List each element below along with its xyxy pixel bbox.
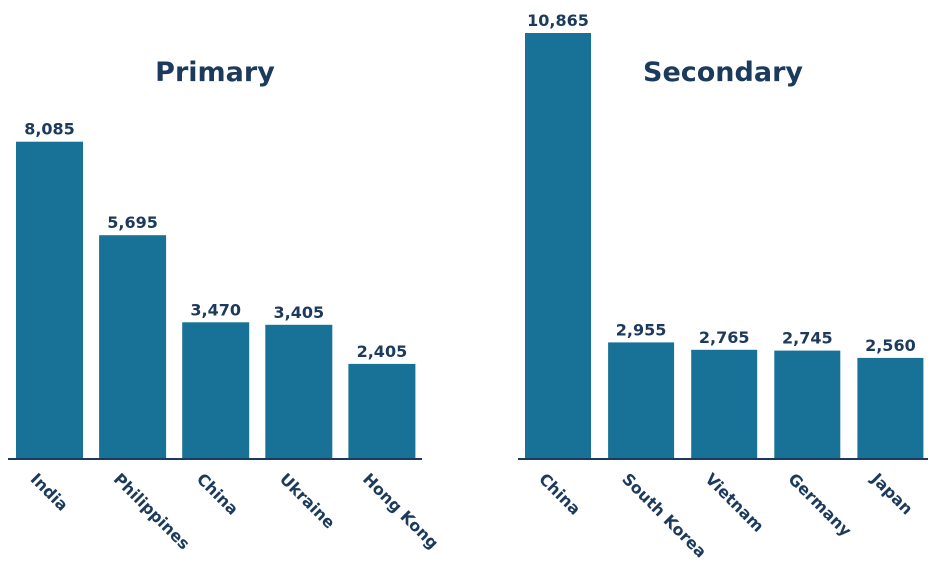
bar: [691, 349, 758, 458]
bar: [608, 342, 675, 458]
data-label: 2,405: [357, 342, 408, 361]
data-label: 3,470: [190, 300, 241, 319]
bar: [182, 322, 250, 458]
x-tick-label: China: [535, 469, 584, 518]
data-label: 2,560: [865, 336, 916, 355]
secondary-chart-panel: Secondary 10,865 China 2,955 South Korea 2,7…: [518, 11, 928, 561]
chart-title: Primary: [155, 57, 275, 88]
x-tick-label: Japan: [867, 469, 917, 519]
chart-title: Secondary: [643, 57, 803, 88]
data-label: 2,745: [782, 329, 833, 348]
bar: [525, 33, 591, 458]
x-tick-label: Germany: [784, 469, 855, 540]
data-label: 8,085: [24, 120, 75, 139]
data-label: 3,405: [273, 303, 324, 322]
x-tick-label: India: [27, 469, 72, 514]
bar: [774, 350, 841, 458]
x-tick-label: Philippines: [110, 469, 194, 553]
data-label: 10,865: [527, 11, 589, 30]
data-label: 5,695: [107, 213, 158, 232]
bar: [348, 363, 416, 458]
bar: [265, 324, 333, 458]
x-tick-label: South Korea: [618, 469, 710, 561]
bar: [857, 357, 924, 458]
primary-chart-panel: Primary 8,085 India 5,695 Philippines 3,470 C…: [8, 57, 442, 553]
x-tick-label: Ukraine: [276, 469, 339, 532]
bar: [16, 141, 83, 458]
data-label: 2,955: [616, 320, 667, 339]
x-tick-label: Hong Kong: [359, 469, 442, 552]
x-tick-label: Vietnam: [701, 469, 767, 535]
bar: [99, 235, 167, 458]
data-label: 2,765: [699, 328, 750, 347]
x-tick-label: China: [193, 469, 242, 518]
